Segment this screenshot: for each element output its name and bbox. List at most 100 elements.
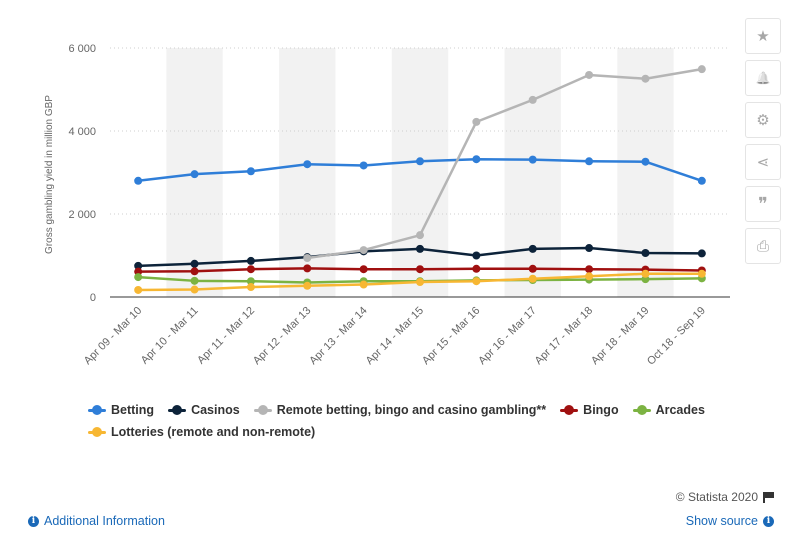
data-point bbox=[472, 251, 481, 260]
data-point bbox=[472, 277, 481, 286]
plot-band bbox=[391, 48, 449, 297]
data-point bbox=[359, 246, 368, 255]
data-point bbox=[359, 280, 368, 289]
y-tick-label: 6 000 bbox=[68, 43, 96, 55]
data-point bbox=[528, 95, 537, 104]
data-point bbox=[416, 265, 424, 274]
share-icon: ⋖ bbox=[756, 154, 770, 171]
data-point bbox=[472, 155, 481, 164]
bell-button[interactable]: 🔔 bbox=[745, 60, 781, 96]
statista-credit[interactable]: © Statista 2020 bbox=[676, 490, 774, 504]
x-tick-label: Apr 13 - Mar 14 bbox=[307, 305, 370, 368]
data-point bbox=[697, 176, 706, 185]
legend-label: Bingo bbox=[583, 403, 619, 417]
data-point bbox=[528, 244, 537, 253]
data-point bbox=[416, 231, 424, 240]
data-point bbox=[134, 261, 143, 270]
legend-label: Lotteries (remote and non-remote) bbox=[111, 425, 316, 439]
print-button[interactable]: ⎙ bbox=[745, 228, 781, 264]
cite-button[interactable]: ❞ bbox=[745, 186, 781, 222]
plot-band bbox=[617, 48, 674, 297]
settings-button[interactable]: ⚙ bbox=[745, 102, 781, 138]
data-point bbox=[641, 249, 650, 258]
data-point bbox=[416, 244, 424, 253]
legend-swatch bbox=[88, 405, 106, 415]
legend-swatch bbox=[253, 405, 272, 415]
x-tick-label: Apr 14 - Mar 15 bbox=[364, 305, 427, 368]
data-point bbox=[134, 176, 143, 185]
legend-item[interactable]: Remote betting, bingo and casino gamblin… bbox=[253, 403, 547, 417]
star-button[interactable]: ★ bbox=[745, 18, 781, 54]
legend-label: Remote betting, bingo and casino gamblin… bbox=[276, 403, 547, 417]
data-point bbox=[697, 249, 706, 258]
x-tick-label: Apr 18 - Mar 19 bbox=[589, 305, 652, 368]
legend-swatch bbox=[560, 405, 579, 415]
y-tick-label: 2 000 bbox=[68, 209, 96, 221]
data-point bbox=[585, 244, 594, 253]
x-tick-label: Apr 12 - Mar 13 bbox=[251, 305, 314, 368]
legend-swatch bbox=[88, 427, 106, 437]
gear-icon: ⚙ bbox=[756, 112, 770, 129]
x-tick-label: Apr 15 - Mar 16 bbox=[420, 305, 483, 368]
legend-label: Arcades bbox=[655, 403, 705, 417]
x-tick-label: Apr 09 - Mar 10 bbox=[82, 305, 145, 368]
data-point bbox=[246, 167, 255, 176]
plot-band bbox=[504, 48, 561, 297]
data-point bbox=[190, 276, 199, 285]
legend-swatch bbox=[168, 405, 187, 415]
share-button[interactable]: ⋖ bbox=[745, 144, 781, 180]
series-line bbox=[307, 67, 703, 260]
x-tick-label: Apr 17 - Mar 18 bbox=[533, 305, 596, 368]
legend-item[interactable]: Arcades bbox=[632, 403, 705, 417]
data-point bbox=[190, 259, 199, 268]
legend-item[interactable]: Lotteries (remote and non-remote) bbox=[88, 425, 315, 439]
additional-information-label: Additional Information bbox=[44, 514, 165, 528]
show-source-label: Show source bbox=[685, 514, 758, 528]
data-point bbox=[528, 155, 537, 164]
data-point bbox=[528, 274, 537, 283]
x-tick-label: Apr 10 - Mar 11 bbox=[139, 305, 201, 367]
data-point bbox=[585, 272, 594, 281]
x-tick-label: Apr 11 - Mar 12 bbox=[195, 305, 257, 367]
data-point bbox=[246, 256, 255, 265]
legend-item[interactable]: Bingo bbox=[560, 403, 619, 417]
data-point bbox=[359, 265, 368, 274]
data-point bbox=[303, 160, 312, 169]
legend-item[interactable]: Betting bbox=[88, 403, 154, 417]
data-point bbox=[134, 273, 143, 282]
data-point bbox=[472, 117, 481, 126]
data-point bbox=[472, 264, 481, 273]
data-point bbox=[528, 264, 537, 273]
chart-legend: Betting Casinos Remote betting, bingo and … bbox=[88, 403, 728, 439]
line-chart: 0 2 000 4 000 6 000 Gross gambling yield in … bbox=[44, 43, 730, 368]
legend-swatch bbox=[632, 405, 651, 415]
data-point bbox=[359, 161, 368, 170]
data-point bbox=[190, 285, 199, 294]
data-point bbox=[190, 170, 199, 179]
y-axis-title: Gross gambling yield in million GBP bbox=[44, 95, 55, 254]
show-source-link[interactable]: Show source i bbox=[686, 514, 774, 528]
data-point bbox=[246, 283, 255, 292]
data-point bbox=[303, 264, 312, 273]
data-point bbox=[585, 70, 594, 79]
data-point bbox=[303, 281, 312, 290]
legend-item[interactable]: Casinos bbox=[168, 403, 240, 417]
info-icon: i bbox=[763, 515, 774, 527]
data-point bbox=[585, 157, 594, 166]
flag-icon bbox=[763, 492, 774, 503]
legend-label: Casinos bbox=[191, 403, 240, 417]
credit-text: © Statista 2020 bbox=[675, 490, 758, 504]
data-point bbox=[246, 277, 255, 286]
data-point bbox=[416, 157, 424, 166]
data-point bbox=[697, 269, 706, 278]
data-point bbox=[697, 65, 706, 74]
data-point bbox=[641, 74, 650, 83]
y-tick-label: 0 bbox=[90, 292, 96, 304]
additional-information-link[interactable]: i Additional Information bbox=[28, 514, 165, 528]
data-point bbox=[641, 157, 650, 166]
data-point bbox=[641, 269, 650, 278]
data-point bbox=[134, 285, 143, 294]
data-point bbox=[246, 265, 255, 274]
y-tick-label: 4 000 bbox=[68, 126, 96, 138]
